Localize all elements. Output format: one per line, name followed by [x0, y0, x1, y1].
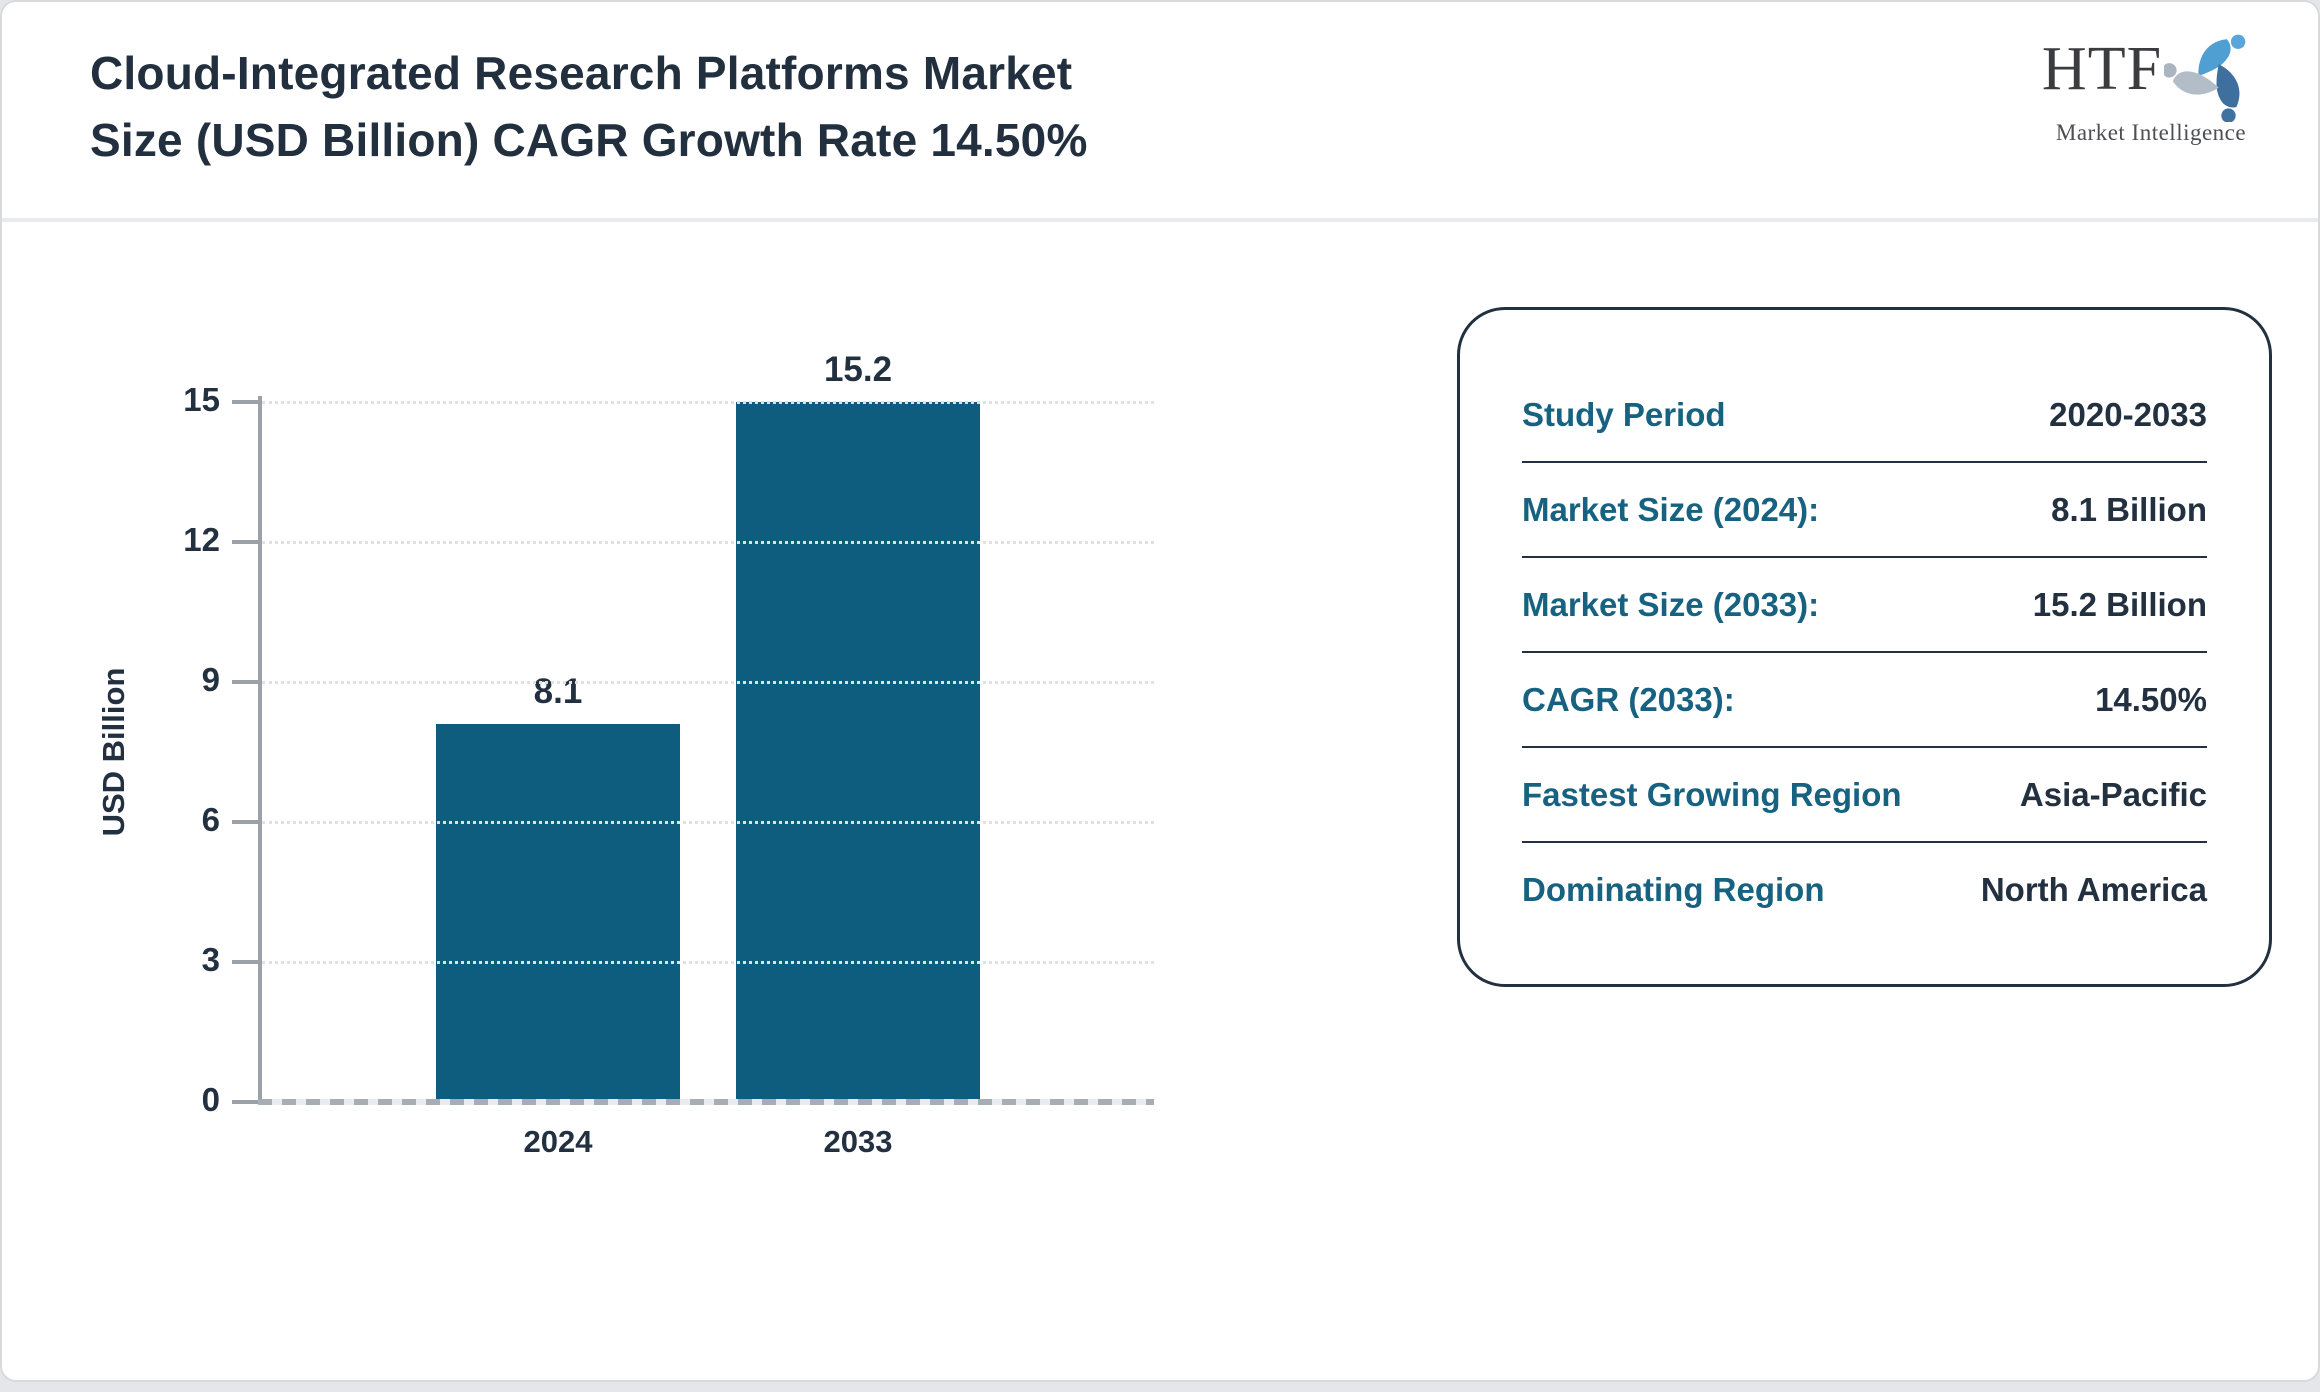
page-title: Cloud-Integrated Research Platforms Mark… [90, 40, 1088, 174]
x-tick-label-2024: 2024 [523, 1124, 593, 1159]
info-label-market-size-2024: Market Size (2024): [1522, 490, 1820, 528]
y-tick-12 [232, 540, 258, 544]
y-tick-label-0: 0 [201, 1081, 220, 1118]
info-row-cagr-2033: CAGR (2033): 14.50% [1522, 653, 2207, 748]
y-tick-3 [232, 960, 258, 964]
y-axis-title: USD Billion [96, 667, 131, 837]
bar-column-2024: 8.1 [436, 402, 680, 1102]
y-tick-9 [232, 680, 258, 684]
info-value-cagr-2033: 14.50% [2095, 680, 2207, 718]
x-tick-label-2033: 2033 [823, 1124, 893, 1159]
swirl-figures-icon [2164, 34, 2246, 122]
info-panel: Study Period 2020-2033 Market Size (2024):… [1457, 307, 2272, 987]
header-divider [2, 218, 2318, 222]
info-value-study-period: 2020-2033 [2049, 395, 2207, 433]
info-label-cagr-2033: CAGR (2033): [1522, 680, 1735, 718]
logo-text: HTF [2041, 35, 2163, 103]
info-value-fastest-growing-region: Asia-Pacific [2019, 775, 2207, 813]
y-axis-line [258, 396, 262, 1105]
page-title-line2: Size (USD Billion) CAGR Growth Rate 14.5… [90, 114, 1088, 166]
gridline-y15 [262, 401, 1154, 404]
y-tick-label-15: 15 [183, 381, 220, 418]
page-title-line1: Cloud-Integrated Research Platforms Mark… [90, 47, 1073, 99]
gridline-y3 [262, 961, 1154, 964]
info-label-market-size-2033: Market Size (2033): [1522, 585, 1820, 623]
info-row-dominating-region: Dominating Region North America [1522, 843, 2207, 936]
y-tick-label-12: 12 [183, 521, 220, 558]
y-tick-15 [232, 400, 258, 404]
info-value-market-size-2024: 8.1 Billion [2051, 490, 2207, 528]
info-label-dominating-region: Dominating Region [1522, 870, 1825, 908]
x-axis-baseline [258, 1099, 1154, 1105]
info-value-market-size-2033: 15.2 Billion [2032, 585, 2207, 623]
y-tick-0 [232, 1100, 258, 1104]
info-row-market-size-2024: Market Size (2024): 8.1 Billion [1522, 463, 2207, 558]
y-tick-label-9: 9 [201, 661, 220, 698]
bars-group: 8.1 15.2 [262, 350, 1154, 1102]
y-tick-label-6: 6 [201, 801, 220, 838]
gridline-y6 [262, 821, 1154, 824]
info-row-market-size-2033: Market Size (2033): 15.2 Billion [1522, 558, 2207, 653]
info-row-fastest-growing-region: Fastest Growing Region Asia-Pacific [1522, 748, 2207, 843]
x-axis-labels: 2024 2033 [262, 1124, 1154, 1160]
info-label-fastest-growing-region: Fastest Growing Region [1522, 775, 1902, 813]
bar-2024 [436, 724, 680, 1102]
bar-value-label-2033: 15.2 [823, 350, 893, 389]
bar-2033 [736, 402, 980, 1102]
y-tick-label-3: 3 [201, 941, 220, 978]
bar-column-2033: 15.2 [736, 350, 980, 1102]
logo-subtext: Market Intelligence [2055, 120, 2247, 145]
gridline-y9 [262, 681, 1154, 684]
gridline-y12 [262, 541, 1154, 544]
info-label-study-period: Study Period [1522, 395, 1726, 433]
info-row-study-period: Study Period 2020-2033 [1522, 368, 2207, 463]
brand-logo: HTF Market Inte [2036, 26, 2266, 146]
y-tick-6 [232, 820, 258, 824]
info-value-dominating-region: North America [1980, 870, 2207, 908]
bar-value-label-2024: 8.1 [533, 672, 583, 711]
bar-chart-plot-area: 8.1 15.2 2024 2033 0 3 6 9 12 15 [183, 350, 1154, 1159]
